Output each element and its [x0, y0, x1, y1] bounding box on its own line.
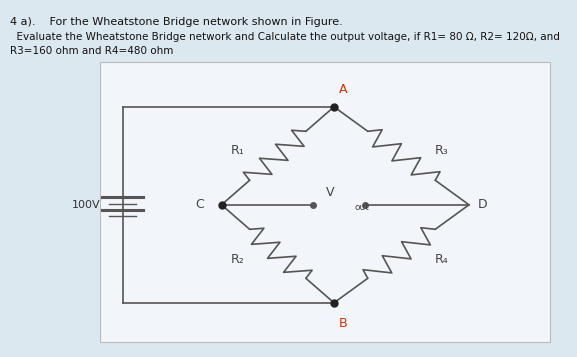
Text: B: B	[339, 317, 347, 330]
Text: R₃: R₃	[435, 144, 449, 157]
Text: Evaluate the Wheatstone Bridge network and Calculate the output voltage, if R1= : Evaluate the Wheatstone Bridge network a…	[10, 32, 560, 42]
Text: R₄: R₄	[435, 253, 449, 266]
Text: R₂: R₂	[230, 253, 244, 266]
Text: A: A	[339, 82, 347, 96]
FancyBboxPatch shape	[100, 62, 550, 342]
Text: R3=160 ohm and R4=480 ohm: R3=160 ohm and R4=480 ohm	[10, 46, 173, 56]
Text: out: out	[355, 203, 370, 212]
Text: V: V	[326, 186, 335, 199]
Text: C: C	[195, 198, 204, 211]
Text: R₁: R₁	[230, 144, 244, 157]
Text: 4 a).    For the Wheatstone Bridge network shown in Figure.: 4 a). For the Wheatstone Bridge network …	[10, 17, 343, 27]
Text: 100V: 100V	[72, 200, 100, 210]
Text: D: D	[478, 198, 488, 211]
